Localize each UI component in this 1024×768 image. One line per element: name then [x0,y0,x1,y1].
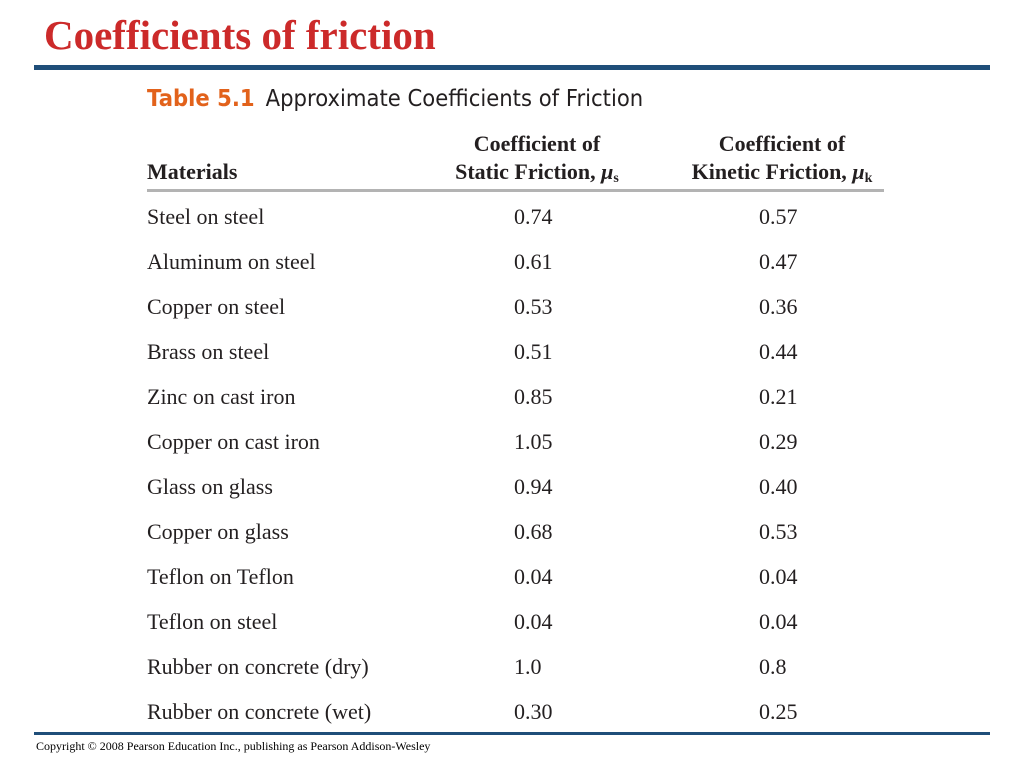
kinetic-friction-cell: 0.44 [759,339,798,364]
table-row: Copper on glass 0.68 0.53 [0,510,1024,555]
table-row: Teflon on Teflon 0.04 0.04 [0,555,1024,600]
material-cell: Copper on steel [147,294,286,319]
title-divider [34,65,990,70]
slide-title: Coefficients of friction [44,12,436,58]
table-row: Copper on steel 0.53 0.36 [0,285,1024,330]
material-cell: Zinc on cast iron [147,384,296,409]
table-row: Zinc on cast iron 0.85 0.21 [0,375,1024,420]
static-friction-cell: 0.53 [514,294,553,319]
mu-symbol: μ [601,159,614,184]
static-friction-cell: 0.51 [514,339,553,364]
kinetic-friction-cell: 0.40 [759,474,798,499]
table-row: Copper on cast iron 1.05 0.29 [0,420,1024,465]
kinetic-friction-cell: 0.29 [759,429,798,454]
column-header-static-friction: Coefficient of Static Friction, μs [432,130,642,193]
table-row: Rubber on concrete (wet) 0.30 0.25 [0,690,1024,735]
table-row: Rubber on concrete (dry) 1.0 0.8 [0,645,1024,690]
material-cell: Copper on glass [147,519,289,544]
kinetic-friction-cell: 0.04 [759,609,798,634]
static-friction-cell: 0.04 [514,564,553,589]
static-friction-cell: 0.94 [514,474,553,499]
static-friction-cell: 0.68 [514,519,553,544]
column-header-kinetic-friction: Coefficient of Kinetic Friction, μk [672,130,892,193]
copyright-notice: Copyright © 2008 Pearson Education Inc.,… [36,739,431,753]
kinetic-friction-cell: 0.25 [759,699,798,724]
static-friction-cell: 1.05 [514,429,553,454]
material-cell: Copper on cast iron [147,429,320,454]
table-row: Teflon on steel 0.04 0.04 [0,600,1024,645]
static-friction-cell: 0.74 [514,204,553,229]
kinetic-friction-cell: 0.57 [759,204,798,229]
kinetic-friction-cell: 0.36 [759,294,798,319]
material-cell: Steel on steel [147,204,265,229]
material-cell: Rubber on concrete (wet) [147,699,372,724]
material-cell: Glass on glass [147,474,273,499]
static-header-line2: Static Friction, μs [432,158,642,193]
kinetic-friction-cell: 0.21 [759,384,798,409]
table-row: Glass on glass 0.94 0.40 [0,465,1024,510]
material-cell: Aluminum on steel [147,249,316,274]
static-friction-cell: 0.04 [514,609,553,634]
friction-table-body: Steel on steel 0.74 0.57 Aluminum on steel 0… [0,195,1024,735]
kinetic-header-line1: Coefficient of [718,131,846,156]
table-caption: Approximate Coefficients of Friction [265,86,644,112]
static-friction-cell: 1.0 [514,654,542,679]
kinetic-header-line2: Kinetic Friction, μk [672,158,892,193]
material-cell: Teflon on steel [147,609,278,634]
static-header-text: Static Friction, [455,159,596,184]
material-cell: Teflon on Teflon [147,564,294,589]
material-cell: Brass on steel [147,339,270,364]
table-row: Brass on steel 0.51 0.44 [0,330,1024,375]
kinetic-friction-cell: 0.8 [759,654,787,679]
kinetic-friction-cell: 0.04 [759,564,798,589]
table-heading: Table 5.1 Approximate Coefficients of Fri… [147,82,643,116]
table-row: Steel on steel 0.74 0.57 [0,195,1024,240]
table-header-divider [147,189,884,192]
static-friction-cell: 0.85 [514,384,553,409]
mu-subscript-s: s [613,171,619,186]
kinetic-header-text: Kinetic Friction, [691,159,847,184]
mu-symbol: μ [852,159,865,184]
static-friction-cell: 0.30 [514,699,553,724]
table-number: Table 5.1 [147,86,255,112]
footer-divider [34,732,990,735]
static-friction-cell: 0.61 [514,249,553,274]
material-cell: Rubber on concrete (dry) [147,654,369,679]
kinetic-friction-cell: 0.47 [759,249,798,274]
table-row: Aluminum on steel 0.61 0.47 [0,240,1024,285]
column-header-materials: Materials [147,159,238,184]
mu-subscript-k: k [864,171,873,186]
kinetic-friction-cell: 0.53 [759,519,798,544]
static-header-line1: Coefficient of [473,131,601,156]
